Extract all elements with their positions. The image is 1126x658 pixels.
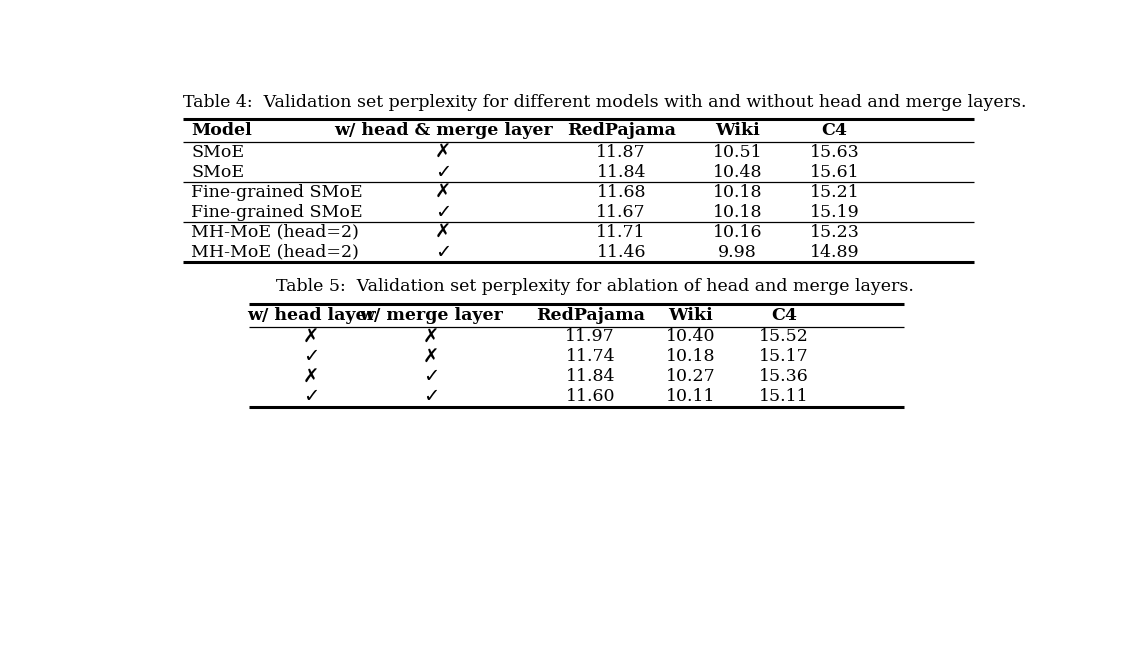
Text: MH-MoE (head=2): MH-MoE (head=2): [191, 243, 359, 261]
Text: 15.11: 15.11: [759, 388, 808, 405]
Text: 14.89: 14.89: [810, 243, 859, 261]
Text: 15.23: 15.23: [810, 224, 859, 241]
Text: 11.84: 11.84: [597, 164, 646, 181]
Text: 11.60: 11.60: [565, 388, 615, 405]
Text: 10.11: 10.11: [667, 388, 716, 405]
Text: 11.84: 11.84: [565, 368, 615, 386]
Text: 10.18: 10.18: [713, 184, 762, 201]
Text: 15.61: 15.61: [810, 164, 859, 181]
Text: ✓: ✓: [423, 367, 439, 386]
Text: 11.46: 11.46: [597, 243, 646, 261]
Text: 15.17: 15.17: [759, 349, 808, 365]
Text: RedPajama: RedPajama: [536, 307, 645, 324]
Text: ✓: ✓: [423, 388, 439, 407]
Text: ✓: ✓: [435, 243, 452, 262]
Text: Wiki: Wiki: [669, 307, 714, 324]
Text: Table 5:  Validation set perplexity for ablation of head and merge layers.: Table 5: Validation set perplexity for a…: [276, 278, 914, 295]
Text: ✓: ✓: [435, 163, 452, 182]
Text: ✗: ✗: [303, 328, 320, 346]
Text: ✗: ✗: [435, 143, 452, 162]
Text: C4: C4: [821, 122, 848, 139]
Text: 11.97: 11.97: [565, 328, 615, 345]
Text: ✓: ✓: [303, 388, 320, 407]
Text: Fine-grained SMoE: Fine-grained SMoE: [191, 204, 363, 220]
Text: 15.36: 15.36: [759, 368, 808, 386]
Text: MH-MoE (head=2): MH-MoE (head=2): [191, 224, 359, 241]
Text: ✓: ✓: [435, 203, 452, 222]
Text: SMoE: SMoE: [191, 164, 244, 181]
Text: 10.16: 10.16: [713, 224, 762, 241]
Text: C4: C4: [771, 307, 797, 324]
Text: 10.51: 10.51: [713, 143, 762, 161]
Text: 11.71: 11.71: [597, 224, 646, 241]
Text: 11.74: 11.74: [565, 349, 615, 365]
Text: 15.19: 15.19: [810, 204, 859, 220]
Text: ✗: ✗: [423, 328, 439, 346]
Text: 10.48: 10.48: [713, 164, 762, 181]
Text: 9.98: 9.98: [718, 243, 757, 261]
Text: SMoE: SMoE: [191, 143, 244, 161]
Text: 11.67: 11.67: [597, 204, 646, 220]
Text: 11.68: 11.68: [597, 184, 646, 201]
Text: 15.52: 15.52: [759, 328, 808, 345]
Text: ✗: ✗: [435, 222, 452, 241]
Text: ✗: ✗: [435, 183, 452, 201]
Text: Wiki: Wiki: [715, 122, 760, 139]
Text: w/ head layer: w/ head layer: [247, 307, 376, 324]
Text: 15.63: 15.63: [810, 143, 859, 161]
Text: 11.87: 11.87: [597, 143, 646, 161]
Text: ✗: ✗: [303, 367, 320, 386]
Text: w/ head & merge layer: w/ head & merge layer: [333, 122, 553, 139]
Text: 10.27: 10.27: [667, 368, 716, 386]
Text: 15.21: 15.21: [810, 184, 859, 201]
Text: 10.18: 10.18: [713, 204, 762, 220]
Text: Model: Model: [191, 122, 252, 139]
Text: Table 4:  Validation set perplexity for different models with and without head a: Table 4: Validation set perplexity for d…: [184, 94, 1027, 111]
Text: ✓: ✓: [303, 347, 320, 367]
Text: Fine-grained SMoE: Fine-grained SMoE: [191, 184, 363, 201]
Text: 10.18: 10.18: [667, 349, 716, 365]
Text: w/ merge layer: w/ merge layer: [359, 307, 503, 324]
Text: 10.40: 10.40: [667, 328, 716, 345]
Text: ✗: ✗: [423, 347, 439, 367]
Text: RedPajama: RedPajama: [566, 122, 676, 139]
